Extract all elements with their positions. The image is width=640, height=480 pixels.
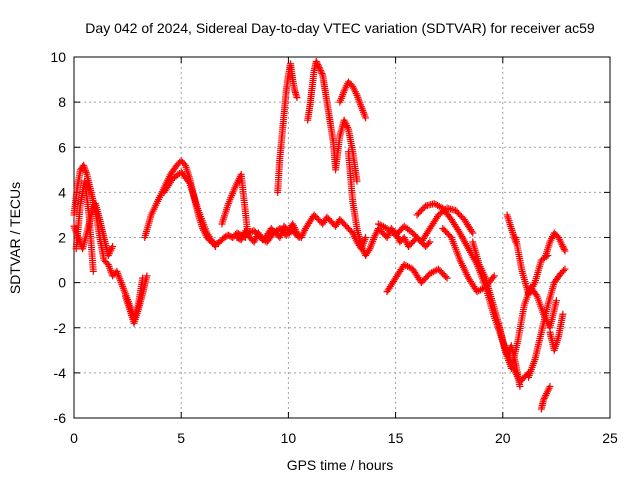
- x-tick-label: 15: [388, 430, 404, 446]
- data-point: [468, 227, 476, 235]
- data-point: [315, 64, 323, 72]
- data-point: [546, 382, 554, 390]
- data-point: [109, 243, 117, 251]
- x-tick-label: 5: [177, 430, 185, 446]
- data-point: [314, 62, 322, 70]
- data-point: [560, 267, 568, 275]
- data-point: [561, 265, 569, 273]
- data-point: [426, 238, 434, 246]
- data-point: [559, 243, 567, 251]
- y-tick-label: 2: [58, 230, 66, 246]
- y-tick-label: 4: [58, 184, 66, 200]
- data-point: [489, 273, 497, 281]
- data-point: [424, 240, 432, 248]
- data-point: [540, 396, 548, 404]
- series-sat-r: [495, 319, 524, 390]
- data-point: [469, 229, 477, 237]
- chart-title: Day 042 of 2024, Sidereal Day-to-day VTE…: [85, 20, 595, 36]
- data-point: [362, 114, 370, 122]
- data-point: [532, 291, 540, 299]
- data-point: [318, 70, 326, 78]
- y-axis-label: SDTVAR / TECUs: [7, 182, 23, 294]
- data-point: [317, 67, 325, 75]
- series-sat-p: [439, 224, 498, 296]
- series-sat-f: [160, 168, 220, 251]
- series-sat-u: [525, 265, 569, 381]
- data-point: [293, 94, 301, 102]
- y-tick-label: 10: [50, 49, 66, 65]
- series-sat-j: [304, 58, 361, 185]
- data-point: [143, 272, 151, 280]
- x-tick-label: 10: [281, 430, 297, 446]
- y-tick-label: 0: [58, 275, 66, 291]
- data-point: [561, 247, 569, 255]
- data-point: [317, 68, 325, 76]
- data-point: [212, 243, 220, 251]
- x-axis-label: GPS time / hours: [287, 457, 394, 473]
- grid-lines: [74, 57, 610, 418]
- data-point: [433, 266, 441, 274]
- data-point: [353, 177, 361, 185]
- x-tick-label: 0: [70, 430, 78, 446]
- y-tick-label: -2: [54, 320, 67, 336]
- data-point: [552, 297, 560, 305]
- y-tick-label: -6: [54, 410, 67, 426]
- data-point: [443, 274, 451, 282]
- data-point: [185, 178, 193, 186]
- series-sat-x: [537, 382, 554, 413]
- series-sat-e: [141, 157, 250, 248]
- data-point: [442, 273, 450, 281]
- data-point: [316, 65, 324, 73]
- data-point: [362, 234, 370, 241]
- data-point: [559, 310, 567, 318]
- series-sat-i: [274, 60, 301, 196]
- data-point: [89, 267, 97, 275]
- y-tick-label: 6: [58, 139, 66, 155]
- series-sat-k: [336, 78, 370, 122]
- data-point: [490, 272, 498, 280]
- series-sat-n: [383, 261, 451, 296]
- data-point: [446, 232, 454, 240]
- series-sat-w: [546, 310, 567, 354]
- data-point: [313, 59, 321, 67]
- data-point: [560, 244, 568, 252]
- data-point: [516, 382, 524, 390]
- series-sat-h: [233, 211, 370, 253]
- data-point: [314, 61, 322, 69]
- x-tick-label: 25: [602, 430, 618, 446]
- x-tick-label: 20: [495, 430, 511, 446]
- data-point: [210, 241, 218, 249]
- y-tick-label: -4: [54, 365, 67, 381]
- series-sat-m: [374, 204, 477, 246]
- data-point: [541, 393, 549, 401]
- data-point: [365, 246, 373, 254]
- data-point: [560, 246, 568, 254]
- data-point: [312, 58, 320, 66]
- data-point: [540, 394, 548, 402]
- series-sat-v: [542, 229, 569, 260]
- series-sat-c: [72, 177, 97, 275]
- data-marks: [70, 58, 569, 413]
- series-sat-t: [512, 234, 552, 298]
- series-sat-d: [121, 272, 151, 327]
- axis-ticks: 0 5 10 15 20 25 -6 -4 -2 0 2 4 6 8 10: [50, 49, 618, 446]
- y-tick-label: 8: [58, 94, 66, 110]
